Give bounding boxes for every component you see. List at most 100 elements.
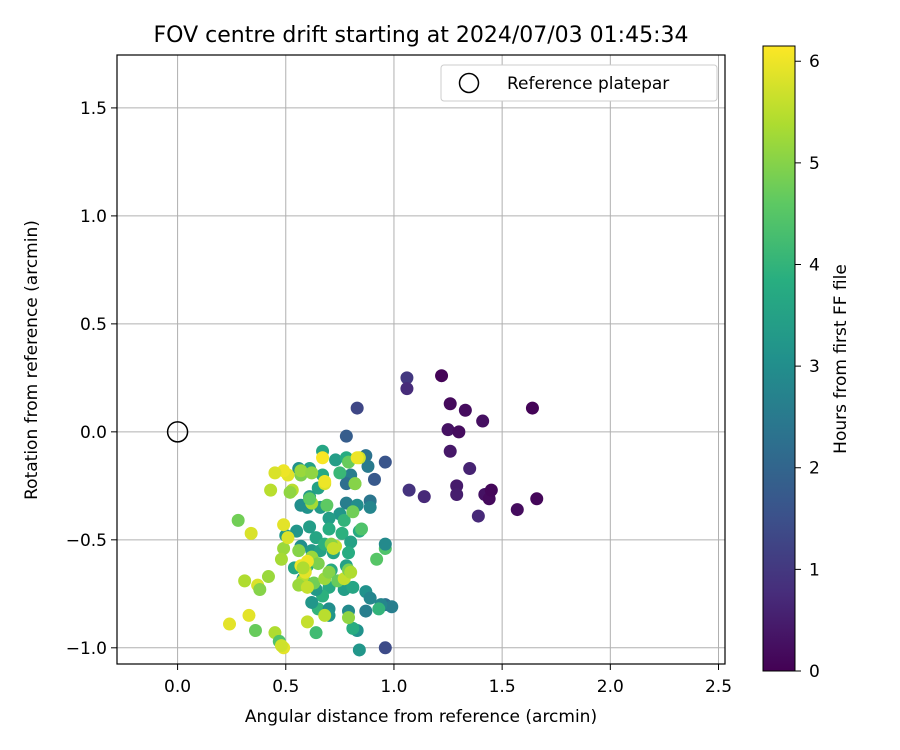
data-point xyxy=(346,580,360,594)
data-point xyxy=(344,535,358,549)
data-point xyxy=(372,602,386,616)
y-tick-label: −1.0 xyxy=(66,639,107,659)
data-point xyxy=(378,537,392,551)
data-point xyxy=(367,472,381,486)
data-point xyxy=(283,485,297,499)
data-point xyxy=(322,511,336,525)
data-point xyxy=(305,595,319,609)
data-point xyxy=(342,611,356,625)
data-point xyxy=(281,531,295,545)
y-tick-label: 0.0 xyxy=(80,423,107,443)
data-point xyxy=(248,624,262,638)
data-point xyxy=(311,557,325,571)
data-point xyxy=(484,483,498,497)
data-point xyxy=(303,492,317,506)
data-point xyxy=(274,552,288,566)
data-point xyxy=(348,477,362,491)
y-axis-label: Rotation from reference (arcmin) xyxy=(22,220,42,500)
data-point xyxy=(294,464,308,478)
legend-entry-reference-platepar: Reference platepar xyxy=(507,74,669,94)
colorbar-tick-label: 5 xyxy=(809,154,820,174)
data-point xyxy=(320,498,334,512)
data-point xyxy=(329,453,343,467)
data-point xyxy=(354,522,368,536)
data-point xyxy=(350,451,364,465)
data-point xyxy=(242,608,256,622)
data-point xyxy=(378,641,392,655)
colorbar-tick-label: 4 xyxy=(809,255,820,275)
y-axis-ticks: −1.0 −0.5 0.0 0.5 1.0 1.5 xyxy=(66,99,117,659)
data-point xyxy=(463,462,477,476)
y-tick-label: 1.5 xyxy=(80,99,107,119)
x-tick-label: 2.0 xyxy=(597,677,624,697)
data-point xyxy=(443,397,457,411)
colorbar-tick-label: 1 xyxy=(809,560,820,580)
data-point xyxy=(352,643,366,657)
data-point xyxy=(400,382,414,396)
colorbar-gradient xyxy=(762,45,796,672)
data-point xyxy=(244,526,258,540)
colorbar-tick-label: 2 xyxy=(809,459,820,479)
legend-box xyxy=(440,64,718,102)
data-point xyxy=(359,604,373,618)
x-axis-label: Angular distance from reference (arcmin) xyxy=(245,707,597,727)
data-point xyxy=(346,505,360,519)
data-point xyxy=(510,503,524,517)
data-point xyxy=(417,490,431,504)
data-point xyxy=(339,429,353,443)
data-point xyxy=(363,591,377,605)
data-point xyxy=(471,509,485,523)
y-tick-label: 1.0 xyxy=(80,207,107,227)
data-point xyxy=(300,580,314,594)
data-point xyxy=(274,639,288,653)
plot-frame xyxy=(116,54,726,665)
colorbar-tick-label: 3 xyxy=(809,357,820,377)
data-point xyxy=(370,552,384,566)
data-point xyxy=(344,565,358,579)
data-point xyxy=(441,423,455,437)
data-point xyxy=(443,444,457,458)
data-points xyxy=(223,369,544,657)
data-point xyxy=(223,617,237,631)
y-tick-label: −0.5 xyxy=(66,531,107,551)
data-point xyxy=(450,487,464,501)
grid-lines xyxy=(117,55,725,664)
data-point xyxy=(378,455,392,469)
y-tick-label: 0.5 xyxy=(80,315,107,335)
x-axis-ticks: 0.0 0.5 1.0 1.5 2.0 2.5 xyxy=(164,664,732,697)
data-point xyxy=(300,615,314,629)
data-point xyxy=(303,520,317,534)
data-point xyxy=(452,425,466,439)
data-point xyxy=(476,414,490,428)
data-point xyxy=(316,451,330,465)
colorbar-tick-label: 6 xyxy=(809,52,820,72)
x-tick-label: 2.5 xyxy=(705,677,732,697)
data-point xyxy=(435,369,449,383)
data-point xyxy=(385,600,399,614)
x-tick-label: 0.0 xyxy=(164,677,191,697)
data-point xyxy=(342,546,356,560)
data-point xyxy=(253,582,267,596)
data-point xyxy=(264,483,278,497)
x-tick-label: 1.0 xyxy=(380,677,407,697)
data-point xyxy=(363,500,377,514)
data-point xyxy=(238,574,252,588)
data-point xyxy=(402,483,416,497)
data-point xyxy=(261,570,275,584)
data-point xyxy=(335,526,349,540)
colorbar-ticks: 0 1 2 3 4 5 6 xyxy=(795,52,820,682)
colorbar: 0 1 2 3 4 5 6 Hours from first FF file xyxy=(762,45,851,682)
data-point xyxy=(361,459,375,473)
data-point xyxy=(333,466,347,480)
data-point xyxy=(296,561,310,575)
data-point xyxy=(326,541,340,555)
data-point xyxy=(268,466,282,480)
x-tick-label: 1.5 xyxy=(489,677,516,697)
data-point xyxy=(322,522,336,536)
data-point xyxy=(292,544,306,558)
data-point xyxy=(346,621,360,635)
colorbar-tick-label: 0 xyxy=(809,662,820,682)
reference-platepar-marker xyxy=(166,421,189,443)
data-point xyxy=(350,401,364,415)
